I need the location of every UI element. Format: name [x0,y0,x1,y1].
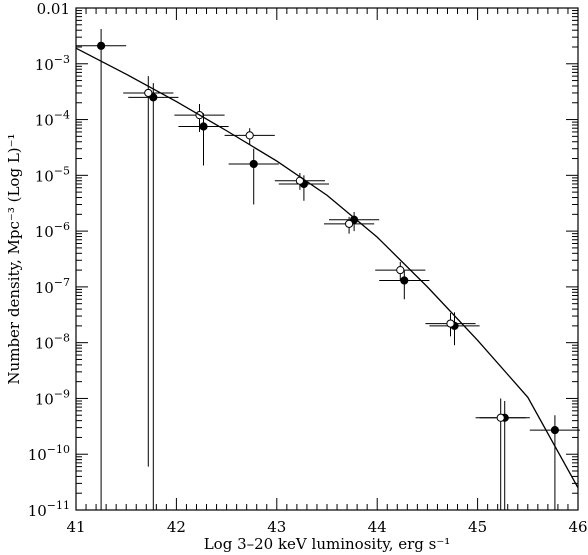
y-tick-label: 10−11 [28,499,70,520]
y-tick-label: 10−10 [28,443,70,464]
y-tick-label: 10−4 [35,109,70,130]
data-marks [75,29,581,510]
x-tick-label: 41 [66,518,85,536]
x-tick-label: 45 [468,518,487,536]
y-tick-label: 10−9 [35,387,70,408]
open-data-point [446,319,455,328]
open-data-point [344,219,354,228]
y-axis-label: Number density, Mpc⁻³ (Log L)⁻¹ [5,133,23,384]
axis-ticks [75,7,579,511]
open-data-point [496,413,505,422]
tick-labels: 41 42 43 44 45 46 0.01 10−3 10−4 10−5 10−6 10−7 10−8… [28,0,588,536]
model-fit-line [75,47,579,489]
open-data-point [396,265,405,275]
filled-data-point [97,41,106,50]
open-data-point [245,131,254,140]
filled-data-point [249,159,258,169]
y-tick-label: 0.01 [37,0,70,18]
x-tick-label: 44 [368,518,387,536]
open-data-point [144,88,153,98]
x-tick-label: 42 [167,518,186,536]
filled-data-point [149,93,158,102]
filled-data-point [199,122,208,131]
y-tick-label: 10−5 [35,164,70,185]
y-tick-label: 10−8 [35,332,70,353]
y-tick-label: 10−7 [35,276,70,297]
x-tick-label: 43 [267,518,286,536]
filled-data-point [400,276,409,285]
y-tick-label: 10−6 [35,220,70,241]
filled-data-point [550,426,560,435]
x-tick-label: 46 [568,518,587,536]
x-axis-label: Log 3–20 keV luminosity, erg s⁻¹ [204,535,451,553]
plot-frame [75,7,579,511]
y-tick-label: 10−3 [35,53,70,74]
